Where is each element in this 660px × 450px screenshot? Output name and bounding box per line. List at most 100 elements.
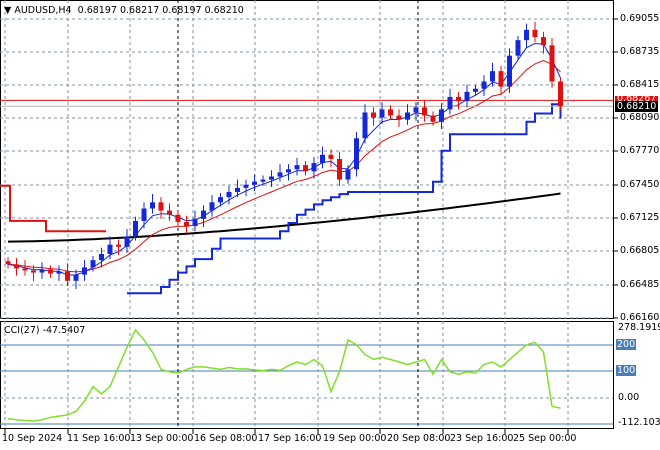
candle-body	[65, 271, 70, 281]
candle-body	[320, 154, 325, 164]
candle-body	[354, 138, 359, 170]
candle-body	[184, 221, 189, 227]
price-tick-label: 0.68415	[620, 79, 660, 90]
candle-body	[532, 29, 538, 38]
candle-body	[439, 109, 444, 122]
price-tick-label: 0.66485	[620, 279, 660, 290]
cci-level-0: 0.00	[618, 392, 640, 403]
candle-body	[422, 107, 427, 116]
resistance-step-line	[0, 184, 106, 233]
time-tick-label: 23 Sep 16:00	[450, 433, 514, 444]
candle-body	[99, 253, 104, 261]
candle-body	[48, 269, 53, 274]
candle-body	[286, 169, 291, 173]
candle-body	[328, 154, 334, 159]
candle-body	[396, 115, 402, 120]
candle-body	[464, 91, 470, 102]
candle-body	[218, 197, 223, 203]
candle-body	[39, 269, 45, 273]
candle-body	[141, 208, 147, 221]
candle-body	[107, 244, 113, 254]
candle-body	[311, 163, 317, 172]
candle-body	[235, 187, 240, 192]
candle-body	[498, 71, 504, 87]
time-tick-label: 13 Sep 00:00	[130, 433, 194, 444]
cci-line	[7, 328, 561, 422]
candle-body	[252, 181, 257, 185]
price-tick-label: 0.66805	[620, 245, 660, 256]
candle-body	[362, 112, 368, 139]
price-tick-label: 0.66160	[620, 312, 660, 323]
candle-body	[192, 218, 198, 227]
candle-body	[558, 81, 563, 107]
time-tick-label: 10 Sep 2024	[2, 433, 63, 444]
candle-body	[294, 165, 300, 170]
ma200-line	[7, 192, 561, 243]
cci-level-200: 200	[616, 339, 637, 350]
candle-body	[201, 210, 206, 219]
candle-body	[73, 274, 79, 281]
candle-body	[456, 96, 461, 102]
candle-body	[430, 115, 436, 122]
candle-body	[116, 244, 121, 247]
ohlc-readout: 0.68197 0.68217 0.68197 0.68210	[77, 5, 244, 16]
time-tick-label: 16 Sep 08:00	[194, 433, 258, 444]
main-pane-frame	[0, 0, 614, 319]
candle-body	[167, 210, 172, 215]
candle-body	[226, 191, 232, 198]
candle-body	[277, 172, 283, 177]
candle-body	[82, 267, 87, 275]
time-tick-label: 25 Sep 00:00	[513, 433, 577, 444]
cci-min-label: -112.1035	[618, 417, 660, 428]
candle-body	[14, 264, 19, 269]
candle-body	[447, 96, 453, 110]
symbol-label: AUDUSD,H4	[14, 5, 72, 16]
candle-body	[541, 37, 546, 46]
candle-body	[158, 202, 164, 211]
candle-body	[405, 112, 410, 120]
price-tick-label: 0.67450	[620, 179, 660, 190]
price-tick-label: 0.67770	[620, 145, 660, 156]
candle-body	[133, 220, 138, 237]
collapse-triangle-icon[interactable]: ▼	[4, 5, 15, 16]
candle-body	[209, 202, 215, 211]
trailing-stop-line	[127, 103, 562, 295]
time-tick-label: 19 Sep 00:00	[323, 433, 387, 444]
time-tick-label: 20 Sep 08:00	[387, 433, 451, 444]
ask-price-label: 0.68267	[615, 96, 659, 102]
candle-body	[90, 260, 96, 268]
price-tick-label: 0.67125	[620, 212, 660, 223]
candle-body	[481, 81, 487, 89]
ema-short-line	[7, 42, 561, 276]
candle-body	[269, 176, 274, 180]
cci-level-100: 100	[616, 365, 637, 376]
candle-body	[345, 169, 351, 180]
candle-body	[413, 107, 419, 113]
candle-body	[388, 109, 393, 116]
price-tick-label: 0.68090	[620, 112, 660, 123]
bid-price-label: 0.68210	[615, 101, 659, 112]
candle-body	[515, 40, 521, 56]
time-tick-label: 11 Sep 16:00	[67, 433, 131, 444]
candle-body	[56, 271, 62, 274]
candle-body	[5, 261, 11, 265]
candle-body	[549, 45, 555, 82]
candle-body	[31, 270, 36, 273]
candle-body	[22, 268, 28, 271]
candle-body	[490, 71, 495, 82]
cci-pane-frame	[0, 321, 614, 429]
candle-body	[150, 202, 155, 209]
candle-body	[260, 179, 266, 182]
candle-body	[371, 112, 376, 118]
price-tick-label: 0.69055	[620, 13, 660, 24]
price-tick-label: 0.68735	[620, 46, 660, 57]
chart-title: ▼ AUDUSD,H4 0.68197 0.68217 0.68197 0.68…	[4, 5, 244, 16]
ema-fast-line	[7, 59, 561, 273]
candle-body	[175, 214, 181, 222]
time-tick-label: 17 Sep 16:00	[258, 433, 322, 444]
candle-body	[337, 158, 342, 180]
candle-body	[303, 165, 308, 172]
candle-body	[379, 109, 385, 118]
